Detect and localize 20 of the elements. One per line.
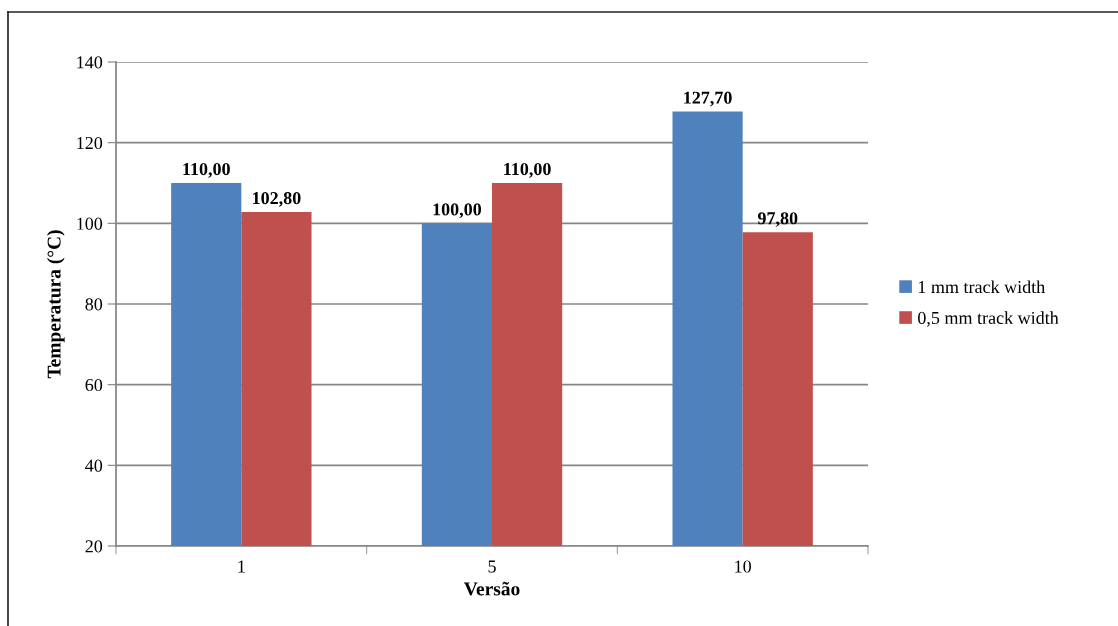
data-label: 110,00 — [504, 162, 551, 178]
data-label: 102,80 — [253, 192, 301, 207]
data-label: 97,80 — [757, 212, 798, 227]
x-tick-label: 1 — [238, 560, 245, 573]
x-tick-label: 5 — [488, 560, 496, 573]
y-tick-label: 140 — [77, 56, 103, 69]
y-tick-label: 120 — [77, 136, 103, 150]
legend-label: 1 mm track width — [918, 280, 1045, 294]
data-label: 110,00 — [183, 162, 230, 178]
x-axis-title: Versão — [463, 581, 520, 596]
y-tick-label: 20 — [85, 540, 103, 553]
legend-label: 0,5 mm track width — [918, 311, 1059, 327]
x-tick-label: 10 — [735, 560, 752, 573]
data-label: 127,70 — [684, 91, 732, 107]
y-tick-label: 80 — [85, 298, 103, 311]
data-label: 100,00 — [433, 203, 482, 219]
y-axis-title: Temperatura (°C) — [46, 230, 65, 379]
y-tick-label: 100 — [77, 217, 103, 230]
y-tick-label: 60 — [85, 378, 103, 392]
y-tick-label: 40 — [85, 459, 103, 472]
